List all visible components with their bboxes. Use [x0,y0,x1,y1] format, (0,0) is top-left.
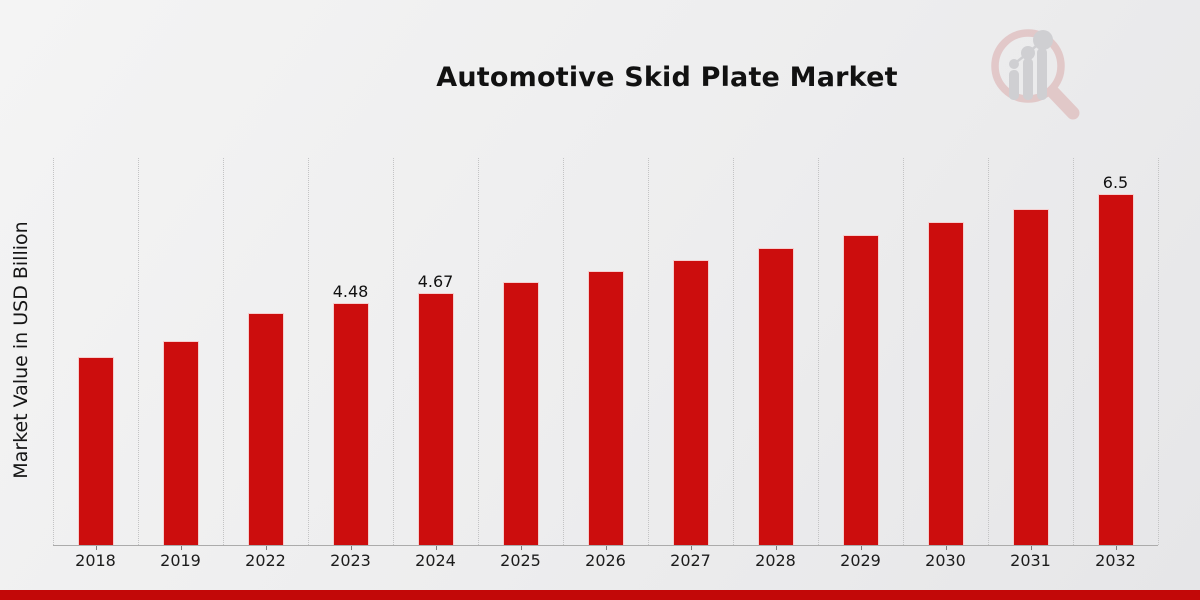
bar-2019 [162,341,199,545]
gridline [223,158,224,545]
x-tick-label-2030: 2030 [925,551,966,570]
data-label-2024: 4.67 [417,272,454,291]
bar-2022 [247,313,284,545]
gridline [53,158,54,545]
bar-2024 [417,293,454,545]
footer-stripe [0,590,1200,600]
bar-2023 [332,303,369,545]
x-axis-tick [775,546,777,550]
bar-2032 [1097,194,1134,545]
x-tick-label-2022: 2022 [245,551,286,570]
x-axis-tick [1030,546,1032,550]
y-axis-label: Market Value in USD Billion [10,221,32,479]
gridline [903,158,904,545]
logo-bar-medium [1023,58,1033,100]
logo-trend-dot-medium [1021,46,1035,60]
bar-2031 [1012,209,1049,545]
x-axis-tick [945,546,947,550]
gridline [733,158,734,545]
x-axis-tick [690,546,692,550]
x-tick-label-2019: 2019 [160,551,201,570]
gridline [478,158,479,545]
gridline [988,158,989,545]
bar-2029 [842,235,879,545]
x-axis-tick [350,546,352,550]
x-axis-tick [1115,546,1117,550]
x-axis-tick [605,546,607,550]
x-tick-label-2026: 2026 [585,551,626,570]
x-tick-label-2023: 2023 [330,551,371,570]
bar-2030 [927,222,964,545]
x-axis-tick [265,546,267,550]
gridline [138,158,139,545]
x-tick-label-2032: 2032 [1095,551,1136,570]
gridline [308,158,309,545]
gridline [1158,158,1159,545]
logo-trend-dot-small [1009,59,1019,69]
gridline [393,158,394,545]
x-axis-tick [520,546,522,550]
x-tick-label-2027: 2027 [670,551,711,570]
gridline [818,158,819,545]
magnifier-handle-icon [1046,85,1080,120]
x-axis-tick [860,546,862,550]
gridline [1073,158,1074,545]
x-axis-tick [95,546,97,550]
x-axis-tick [180,546,182,550]
magnifier-bar-chart-watermark-icon [991,29,1080,120]
bar-2028 [757,248,794,545]
logo-trend-dot-large [1033,30,1053,50]
x-tick-label-2029: 2029 [840,551,881,570]
data-label-2023: 4.48 [332,282,369,301]
data-label-2032: 6.5 [1102,173,1129,192]
logo-bar-short [1009,70,1019,100]
x-tick-label-2028: 2028 [755,551,796,570]
x-tick-label-2025: 2025 [500,551,541,570]
x-tick-label-2018: 2018 [75,551,116,570]
bar-2025 [502,282,539,545]
x-tick-label-2024: 2024 [415,551,456,570]
bar-2026 [587,271,624,545]
bar-2027 [672,260,709,545]
chart-title: Automotive Skid Plate Market [436,62,898,94]
x-axis-tick [435,546,437,550]
gridline [563,158,564,545]
bar-2018 [77,357,114,545]
logo-bar-tall [1037,48,1047,100]
x-tick-label-2031: 2031 [1010,551,1051,570]
x-axis-line [53,545,1158,546]
gridline [648,158,649,545]
